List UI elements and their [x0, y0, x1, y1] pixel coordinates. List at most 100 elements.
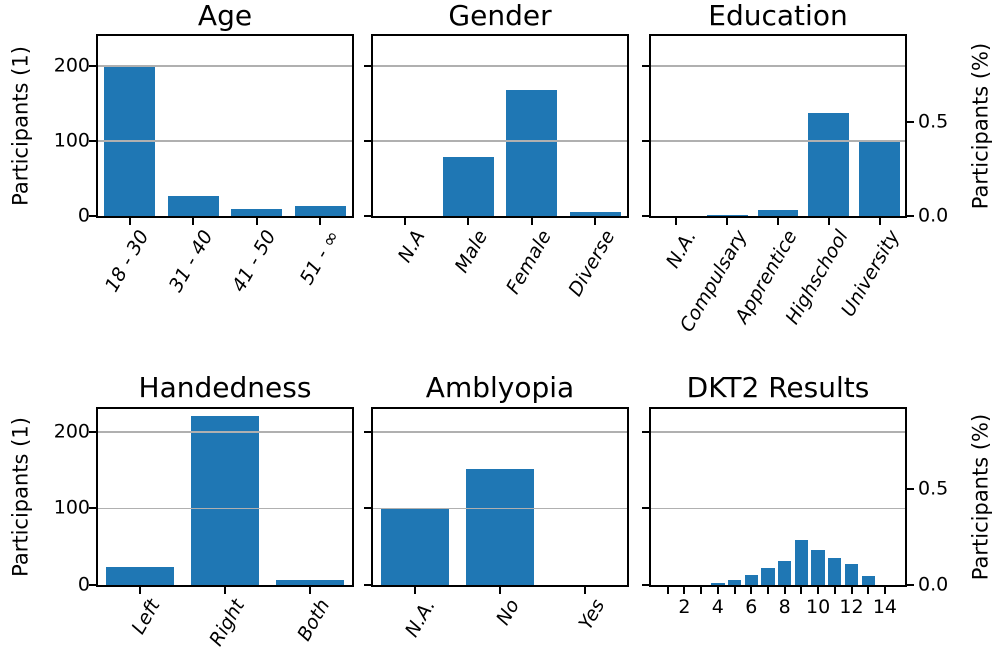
x-tick-mark — [783, 587, 786, 594]
plot-area-amblyopia — [373, 409, 627, 585]
gridline — [651, 140, 905, 142]
bar-gender-1 — [442, 156, 494, 216]
gridline — [373, 65, 627, 67]
x-tick-mark — [700, 587, 703, 594]
y-tick-label-right: 0.5 — [918, 110, 949, 133]
y-tick-mark-left — [89, 215, 96, 217]
x-category-label: Female — [502, 226, 556, 298]
x-tick-mark — [530, 218, 533, 225]
x-category-label: Both — [292, 595, 334, 645]
x-tick-label: 6 — [745, 596, 758, 618]
gridline — [98, 431, 352, 433]
gridline — [373, 140, 627, 142]
x-category-label: N.A. — [400, 595, 440, 641]
plot-box-handedness — [96, 407, 354, 587]
gridline — [98, 140, 352, 142]
bar-amblyopia-0 — [381, 508, 450, 585]
x-tick-mark — [850, 587, 853, 594]
x-category-label: Diverse — [564, 226, 620, 301]
x-category-label: Right — [205, 595, 250, 650]
gridline — [98, 65, 352, 67]
x-tick-mark — [675, 218, 678, 225]
y-tick-mark-left — [642, 584, 649, 586]
y-tick-label-left: 200 — [53, 54, 90, 77]
bar-age-2 — [231, 208, 283, 216]
y-tick-mark-left — [89, 140, 96, 142]
bar-handedness-0 — [106, 566, 175, 585]
x-tick-mark — [192, 218, 195, 225]
bar-dkt2-results-4 — [778, 561, 792, 585]
gridline — [651, 65, 905, 67]
x-tick-mark — [583, 587, 586, 594]
bar-dkt2-results-1 — [727, 580, 742, 585]
y-tick-label-left: 100 — [53, 496, 90, 519]
x-category-label: 51 - ∞ — [295, 226, 345, 289]
y-tick-label-left: 200 — [53, 420, 90, 443]
x-tick-mark — [683, 587, 686, 594]
y-tick-mark-left — [642, 215, 649, 217]
gridline — [651, 507, 905, 510]
bar-dkt2-results-8 — [844, 564, 859, 585]
x-tick-mark — [777, 218, 779, 225]
x-category-label: Male — [450, 226, 493, 277]
plot-area-dkt2-results — [651, 409, 905, 585]
plot-box-education — [649, 34, 907, 218]
plot-area-age — [98, 36, 352, 216]
bar-dkt2-results-9 — [861, 575, 875, 585]
plot-area-gender — [373, 36, 627, 216]
x-category-label: Left — [127, 595, 165, 639]
bar-amblyopia-1 — [466, 468, 534, 585]
y-tick-label-right: 0.5 — [918, 477, 949, 500]
x-tick-label: 12 — [839, 596, 864, 618]
x-tick-label: 14 — [872, 596, 898, 618]
y-tick-mark-left — [89, 507, 96, 510]
y-tick-mark-left — [642, 65, 649, 67]
gridline — [373, 507, 627, 510]
plot-area-handedness — [98, 409, 352, 585]
bar-dkt2-results-3 — [761, 568, 775, 585]
x-tick-mark — [716, 587, 719, 594]
plot-box-gender — [371, 34, 629, 218]
x-tick-label: 10 — [806, 596, 831, 618]
y-tick-mark-right — [907, 488, 914, 491]
x-tick-mark — [800, 587, 803, 594]
subplot-title-handedness: Handedness — [138, 371, 312, 404]
y-tick-mark-left — [364, 215, 371, 217]
bar-education-3 — [808, 113, 850, 216]
bar-dkt2-results-0 — [711, 582, 725, 585]
x-tick-mark — [817, 587, 820, 594]
bar-dkt2-results-7 — [828, 558, 842, 585]
x-tick-mark — [255, 218, 258, 225]
bar-dkt2-results-6 — [811, 549, 825, 585]
x-tick-mark — [878, 218, 881, 225]
x-tick-mark — [128, 218, 131, 225]
bar-gender-3 — [569, 212, 621, 216]
x-tick-mark — [827, 218, 830, 225]
x-tick-mark — [833, 587, 836, 594]
x-tick-mark — [499, 587, 501, 594]
x-category-label: 41 - 50 — [228, 226, 281, 296]
x-tick-mark — [766, 587, 769, 594]
plot-box-amblyopia — [371, 407, 629, 587]
y-tick-label-left: 0 — [77, 204, 90, 227]
y-tick-mark-left — [642, 140, 649, 142]
x-tick-label: 4 — [711, 596, 724, 618]
right-axis-label-row2: Participants (%) — [968, 413, 993, 581]
subplot-title-education: Education — [708, 0, 848, 32]
x-tick-mark — [467, 218, 470, 225]
x-tick-mark — [750, 587, 753, 594]
y-tick-mark-right — [907, 215, 914, 217]
y-tick-label-left: 100 — [53, 129, 90, 152]
bar-handedness-1 — [191, 415, 259, 585]
y-tick-mark-left — [364, 507, 371, 510]
x-tick-mark — [733, 587, 736, 594]
y-tick-label-right: 0.0 — [918, 573, 949, 596]
x-tick-label: 2 — [678, 596, 691, 618]
x-tick-mark — [403, 218, 406, 225]
x-category-label: Yes — [574, 595, 609, 634]
bar-age-1 — [167, 195, 219, 216]
bar-education-4 — [859, 141, 900, 216]
bar-education-1 — [706, 215, 748, 216]
gridline — [98, 507, 352, 510]
